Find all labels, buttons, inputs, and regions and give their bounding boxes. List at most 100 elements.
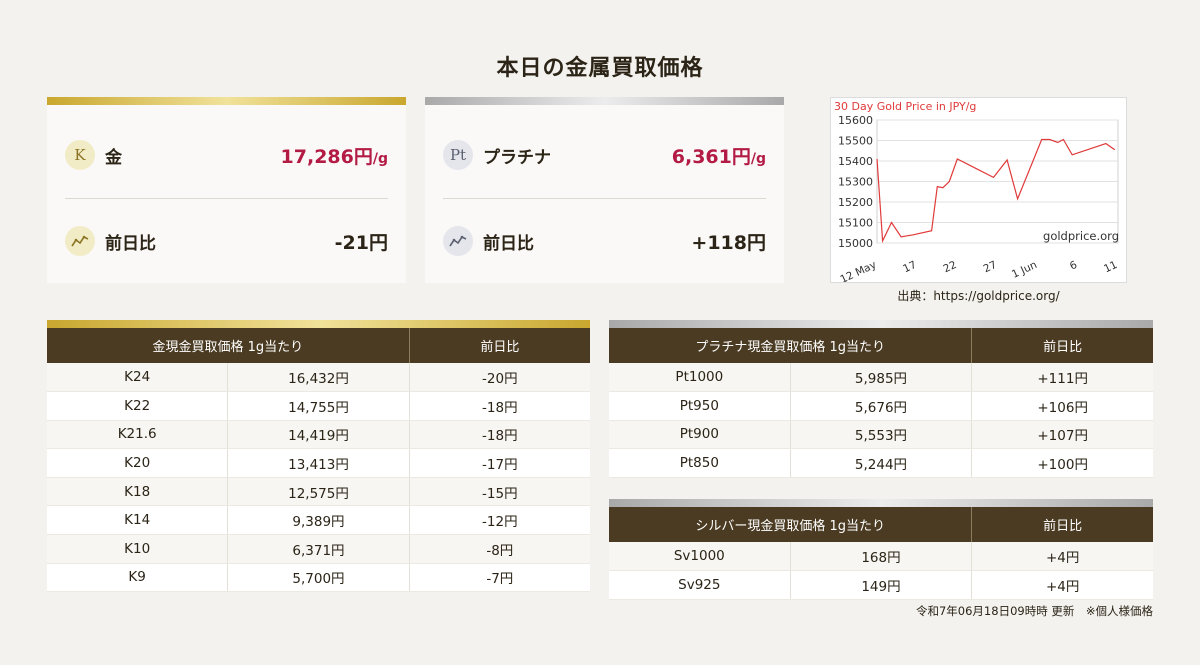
grade-cell: Sv925 xyxy=(609,570,791,600)
change-cell: -15円 xyxy=(408,477,590,507)
table-row: K22 14,755円 -18円 xyxy=(47,391,590,421)
grade-cell: Pt950 xyxy=(609,391,791,421)
grade-cell: K22 xyxy=(47,391,228,421)
price-cell: 149円 xyxy=(789,570,972,600)
table-row: Sv925 149円 +4円 xyxy=(609,570,1153,600)
gold-price: 17,286円/g xyxy=(280,145,388,168)
table-row: K24 16,432円 -20円 xyxy=(47,363,590,393)
gold-price-chart: 30 Day Gold Price in JPY/g 15000 15100 152… xyxy=(830,97,1127,286)
change-cell: +4円 xyxy=(971,570,1153,600)
grade-cell: K24 xyxy=(47,363,228,393)
platinum-price: 6,361円/g xyxy=(671,145,766,168)
card-divider xyxy=(443,198,766,199)
chart-y-tick-label: 15300 xyxy=(838,176,873,189)
gold-badge-icon: K xyxy=(65,140,95,170)
chart-y-tick-label: 15400 xyxy=(838,155,873,168)
chart-title: 30 Day Gold Price in JPY/g xyxy=(834,100,976,113)
chart-x-tick-label: 22 xyxy=(941,259,958,276)
table-row: Pt850 5,244円 +100円 xyxy=(609,448,1153,478)
chart-y-tick-label: 15200 xyxy=(838,196,873,209)
table-row: K21.6 14,419円 -18円 xyxy=(47,420,590,450)
change-cell: -17円 xyxy=(408,448,590,478)
price-cell: 14,419円 xyxy=(227,420,410,450)
price-cell: 12,575円 xyxy=(227,477,410,507)
table-row: Pt1000 5,985円 +111円 xyxy=(609,363,1153,393)
platinum-accent-bar xyxy=(609,320,1153,328)
platinum-price-card: Pt プラチナ 6,361円/g 前日比 +118円 xyxy=(425,97,784,283)
chart-y-tick-label: 15600 xyxy=(838,114,873,127)
grade-cell: K21.6 xyxy=(47,420,228,450)
change-cell: -20円 xyxy=(408,363,590,393)
table-header: 金現金買取価格 1g当たり xyxy=(47,328,410,363)
gold-price-table: 金現金買取価格 1g当たり 前日比 K24 16,432円 -20円 K22 14,75… xyxy=(47,320,590,593)
table-row: K18 12,575円 -15円 xyxy=(47,477,590,507)
change-cell: -18円 xyxy=(408,420,590,450)
grade-cell: Pt900 xyxy=(609,420,791,450)
table-row: K20 13,413円 -17円 xyxy=(47,448,590,478)
table-header: 前日比 xyxy=(971,507,1153,542)
price-cell: 13,413円 xyxy=(227,448,410,478)
change-cell: -8円 xyxy=(408,534,590,564)
trend-chart-icon xyxy=(65,226,95,256)
table-row: Pt900 5,553円 +107円 xyxy=(609,420,1153,450)
price-cell: 5,985円 xyxy=(789,363,972,393)
price-cell: 5,700円 xyxy=(227,563,410,593)
platinum-accent-bar xyxy=(425,97,784,105)
silver-price-table: シルバー現金買取価格 1g当たり 前日比 Sv1000 168円 +4円 Sv925 1… xyxy=(609,499,1153,600)
change-cell: +111円 xyxy=(971,363,1153,393)
table-header: 前日比 xyxy=(408,328,590,363)
silver-accent-bar xyxy=(609,499,1153,507)
gold-change-value: -21円 xyxy=(334,231,388,254)
grade-cell: Sv1000 xyxy=(609,542,791,572)
chart-watermark: goldprice.org xyxy=(1043,229,1119,243)
chart-x-tick-label: 6 xyxy=(1068,259,1079,273)
price-cell: 5,553円 xyxy=(789,420,972,450)
gold-accent-bar xyxy=(47,320,590,328)
page-title: 本日の金属買取価格 xyxy=(496,55,704,81)
price-cell: 16,432円 xyxy=(227,363,410,393)
grade-cell: K9 xyxy=(47,563,228,593)
card-divider xyxy=(65,198,388,199)
grade-cell: Pt1000 xyxy=(609,363,791,393)
platinum-change-value: +118円 xyxy=(691,231,766,254)
price-cell: 9,389円 xyxy=(227,505,410,536)
chart-y-tick-label: 15500 xyxy=(838,135,873,148)
chart-y-tick-label: 15000 xyxy=(838,237,873,250)
grade-cell: Pt850 xyxy=(609,448,791,478)
price-cell: 5,244円 xyxy=(789,448,972,478)
price-cell: 5,676円 xyxy=(789,391,972,421)
change-cell: -18円 xyxy=(408,391,590,421)
change-cell: -12円 xyxy=(408,505,590,536)
change-cell: +107円 xyxy=(971,420,1153,450)
gold-accent-bar xyxy=(47,97,406,105)
change-cell: -7円 xyxy=(408,563,590,593)
grade-cell: K10 xyxy=(47,534,228,564)
chart-svg: 30 Day Gold Price in JPY/g 15000 15100 152… xyxy=(834,100,1119,286)
gold-name: 金 xyxy=(105,147,122,168)
price-cell: 6,371円 xyxy=(227,534,410,564)
table-row: K9 5,700円 -7円 xyxy=(47,563,590,593)
trend-chart-icon xyxy=(443,226,473,256)
platinum-price-table: プラチナ現金買取価格 1g当たり 前日比 Pt1000 5,985円 +111円 Pt… xyxy=(609,320,1153,478)
chart-x-tick-label: 27 xyxy=(982,259,999,276)
change-cell: +100円 xyxy=(971,448,1153,478)
chart-source: 出典：https://goldprice.org/ xyxy=(897,289,1060,303)
gold-price-card: K 金 17,286円/g 前日比 -21円 xyxy=(47,97,406,283)
chart-x-tick-label: 12 May xyxy=(838,259,878,282)
price-cell: 168円 xyxy=(789,542,972,572)
chart-x-tick-label: 11 xyxy=(1102,259,1119,276)
chart-x-tick-label: 17 xyxy=(901,259,918,276)
chart-x-tick-label: 1 Jun xyxy=(1010,259,1039,281)
chart-y-tick-label: 15100 xyxy=(838,217,873,230)
grade-cell: K18 xyxy=(47,477,228,507)
platinum-badge-icon: Pt xyxy=(443,140,473,170)
table-header: プラチナ現金買取価格 1g当たり xyxy=(609,328,972,363)
gold-change-label: 前日比 xyxy=(105,233,156,254)
chart-series-line xyxy=(876,138,1116,244)
table-header: 前日比 xyxy=(971,328,1153,363)
table-row: Pt950 5,676円 +106円 xyxy=(609,391,1153,421)
updated-note: 令和7年06月18日09時時 更新 ※個人様価格 xyxy=(915,604,1153,618)
table-row: K14 9,389円 -12円 xyxy=(47,505,590,536)
table-row: K10 6,371円 -8円 xyxy=(47,534,590,564)
platinum-name: プラチナ xyxy=(483,147,551,168)
